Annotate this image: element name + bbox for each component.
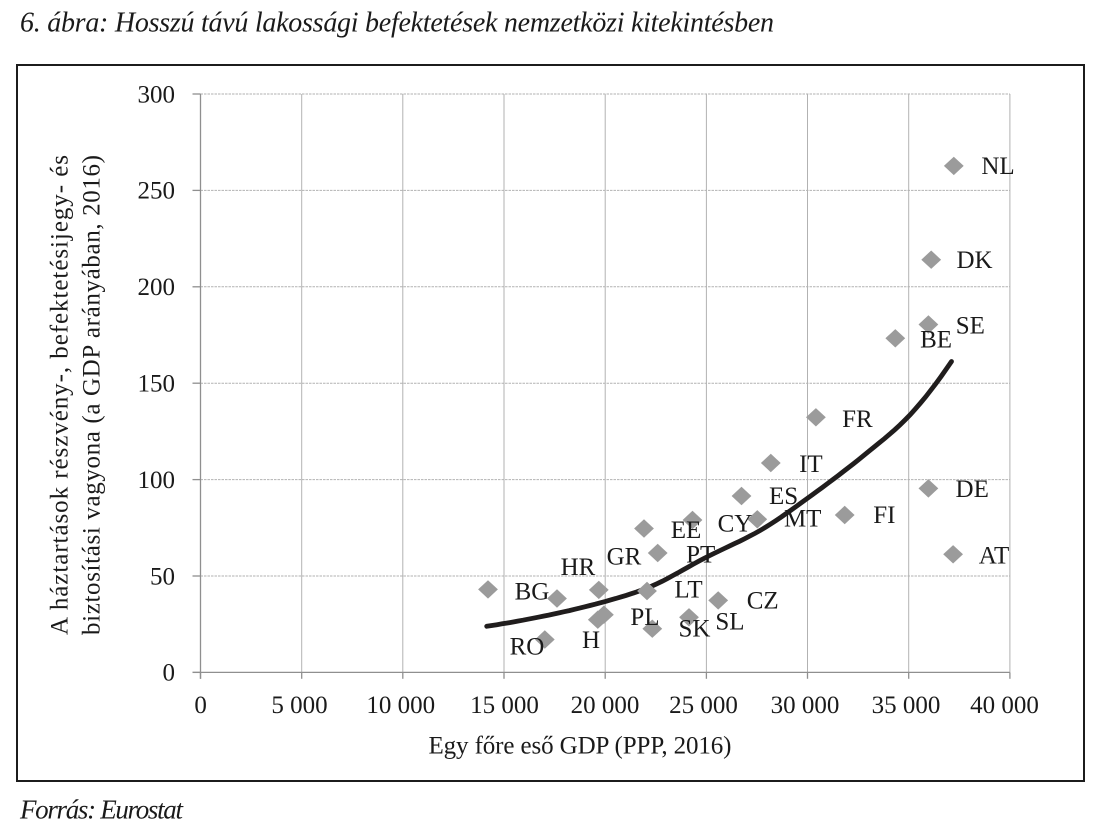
svg-text:PT: PT xyxy=(686,541,715,568)
svg-text:30 000: 30 000 xyxy=(771,692,840,719)
svg-text:EE: EE xyxy=(671,517,702,544)
svg-text:DK: DK xyxy=(956,247,992,274)
svg-text:SE: SE xyxy=(956,313,985,340)
svg-text:6. ábra: Hosszú távú lakossági: 6. ábra: Hosszú távú lakossági befekteté… xyxy=(20,8,774,39)
svg-text:10 000: 10 000 xyxy=(366,692,435,719)
svg-text:Forrás: Eurostat: Forrás: Eurostat xyxy=(19,795,184,825)
svg-text:25 000: 25 000 xyxy=(669,692,738,719)
svg-text:Egy főre eső GDP (PPP, 2016): Egy főre eső GDP (PPP, 2016) xyxy=(429,733,732,760)
svg-text:5 000: 5 000 xyxy=(271,692,327,719)
svg-text:50: 50 xyxy=(150,563,175,590)
svg-text:15 000: 15 000 xyxy=(470,692,539,719)
svg-text:CZ: CZ xyxy=(747,587,779,614)
svg-text:AT: AT xyxy=(979,542,1010,569)
svg-text:GR: GR xyxy=(607,543,642,570)
svg-text:35 000: 35 000 xyxy=(872,692,941,719)
svg-text:BE: BE xyxy=(920,326,952,353)
svg-text:FR: FR xyxy=(842,406,873,433)
svg-text:150: 150 xyxy=(138,371,176,398)
svg-text:IT: IT xyxy=(799,451,823,478)
svg-text:20 000: 20 000 xyxy=(571,692,640,719)
svg-text:H: H xyxy=(582,627,600,654)
svg-text:0: 0 xyxy=(163,660,176,687)
svg-text:BG: BG xyxy=(515,578,550,605)
svg-text:NL: NL xyxy=(981,153,1014,180)
svg-text:0: 0 xyxy=(194,692,207,719)
svg-text:FI: FI xyxy=(873,502,895,529)
svg-text:200: 200 xyxy=(138,274,176,301)
svg-text:300: 300 xyxy=(138,81,176,108)
svg-text:RO: RO xyxy=(510,633,545,660)
svg-text:HR: HR xyxy=(561,554,596,581)
svg-text:40 000: 40 000 xyxy=(970,692,1039,719)
svg-text:DE: DE xyxy=(956,476,989,503)
svg-text:CY: CY xyxy=(718,510,753,537)
svg-text:MT: MT xyxy=(784,505,822,532)
svg-text:100: 100 xyxy=(138,467,176,494)
svg-text:SL: SL xyxy=(715,608,744,635)
svg-text:LT: LT xyxy=(674,577,702,604)
svg-text:A háztartások részvény-, befek: A háztartások részvény-, befektetésijegy… xyxy=(47,155,74,635)
svg-text:SK: SK xyxy=(679,616,711,643)
svg-text:250: 250 xyxy=(138,178,176,205)
svg-text:PL: PL xyxy=(630,604,659,631)
svg-text:ES: ES xyxy=(769,483,798,510)
svg-text:biztosítási vagyona (a GDP ará: biztosítási vagyona (a GDP arányában, 20… xyxy=(79,155,106,635)
